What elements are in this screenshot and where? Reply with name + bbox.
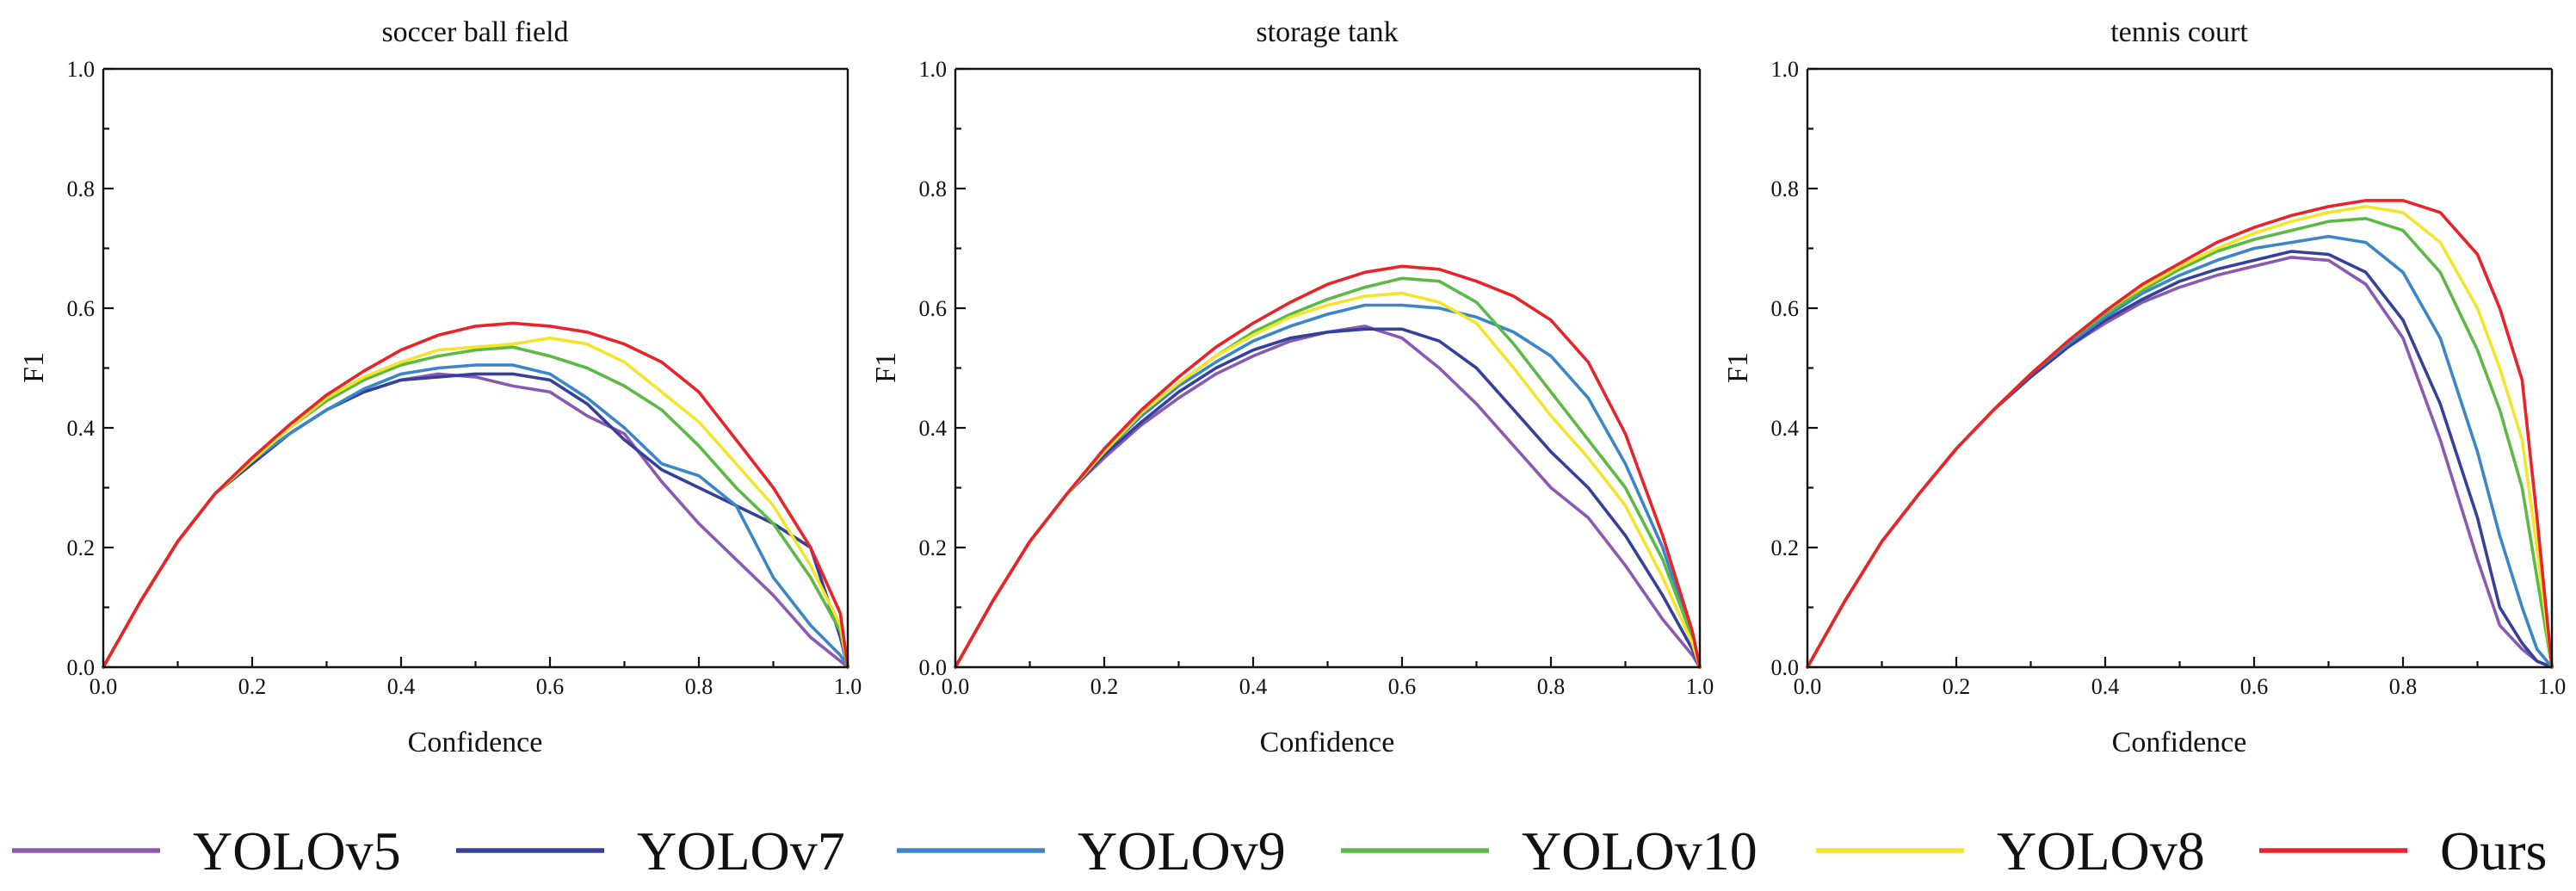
series-line-yolov5 — [1806, 256, 2554, 669]
y-tick-label: 0.2 — [919, 535, 948, 560]
chart-title: tennis court — [2110, 16, 2248, 48]
y-tick-label: 0.8 — [919, 176, 948, 201]
panel-storage-tank: storage tank 0.0 0.2 0.4 0.6 0.8 1.0 0.0 0.2 0.4… — [870, 16, 1714, 758]
x-tick-label: 0.2 — [238, 674, 267, 699]
chart-title: soccer ball field — [381, 16, 568, 48]
y-tick-label: 0.6 — [919, 296, 948, 321]
x-tick-label: 0.6 — [2240, 674, 2269, 699]
y-tick-label: 0.0 — [919, 655, 948, 680]
legend-label-yolov7: YOLOv7 — [637, 820, 845, 882]
legend-label-ours: Ours — [2440, 820, 2547, 882]
series-layer — [1806, 199, 2554, 669]
y-tick-label: 0.4 — [919, 416, 948, 441]
x-tick-label: 1.0 — [834, 674, 862, 699]
series-line-ours — [954, 264, 1702, 669]
legend-label-yolov10: YOLOv10 — [1522, 820, 1757, 882]
x-tick-label: 0.4 — [387, 674, 416, 699]
x-axis-label: Confidence — [1260, 727, 1395, 758]
y-tick-label: 0.4 — [1771, 416, 1800, 441]
series-line-yolov7 — [1806, 250, 2554, 669]
x-tick-label: 0.6 — [536, 674, 565, 699]
series-line-yolov9 — [1806, 234, 2554, 669]
x-axis-label: Confidence — [2112, 727, 2247, 758]
series-line-yolov5 — [102, 372, 849, 669]
x-tick-label: 0.0 — [942, 674, 970, 699]
y-axis-label: F1 — [870, 352, 902, 383]
y-tick-label: 1.0 — [919, 57, 948, 82]
x-tick-label: 0.8 — [1537, 674, 1566, 699]
x-tick-label: 0.2 — [1090, 674, 1119, 699]
series-line-yolov7 — [954, 327, 1702, 669]
ticks: 0.0 0.2 0.4 0.6 0.8 1.0 0.0 0.2 0.4 0.6 0.8 1.0 — [1771, 57, 2567, 699]
x-tick-label: 0.2 — [1943, 674, 1971, 699]
x-tick-label: 1.0 — [1686, 674, 1714, 699]
panel-soccer-ball-field: soccer ball field 0.0 0.2 0.4 0.6 0.8 1.00.00… — [18, 16, 862, 758]
series-line-yolov7 — [102, 372, 849, 669]
y-tick-label: 0.6 — [67, 296, 96, 321]
series-line-ours — [102, 321, 849, 669]
y-tick-label: 0.8 — [67, 176, 96, 201]
legend-label-yolov5: YOLOv5 — [193, 820, 401, 882]
y-tick-label: 0.6 — [1771, 296, 1800, 321]
x-tick-label: 1.0 — [2538, 674, 2567, 699]
x-tick-label: 0.4 — [1239, 674, 1268, 699]
x-tick-label: 0.0 — [1794, 674, 1822, 699]
y-tick-label: 0.2 — [67, 535, 96, 560]
series-line-yolov8 — [102, 336, 849, 669]
axis-frame — [1806, 67, 2554, 669]
axis-frame — [954, 67, 1702, 669]
x-tick-label: 0.0 — [90, 674, 118, 699]
series-line-ours — [1806, 199, 2554, 669]
panel-tennis-court: tennis court 0.0 0.2 0.4 0.6 0.8 1.0 0.0 0.2 0.4… — [1722, 16, 2566, 758]
ticks: 0.0 0.2 0.4 0.6 0.8 1.0 0.0 0.2 0.4 0.6 0.8 1.0 — [919, 57, 1714, 699]
y-tick-label: 1.0 — [1771, 57, 1800, 82]
chart-title: storage tank — [1256, 16, 1398, 48]
series-line-yolov9 — [102, 363, 849, 669]
series-layer — [954, 264, 1702, 669]
y-tick-label: 0.2 — [1771, 535, 1800, 560]
y-axis-label: F1 — [18, 352, 50, 383]
axis-frame — [102, 67, 849, 669]
y-tick-label: 0.0 — [1771, 655, 1800, 680]
legend: YOLOv5 YOLOv7 YOLOv9 YOLOv10 YOLOv8 Ours — [12, 820, 2547, 882]
series-line-yolov8 — [954, 291, 1702, 669]
y-tick-label: 0.8 — [1771, 176, 1800, 201]
legend-label-yolov8: YOLOv8 — [1997, 820, 2205, 882]
legend-label-yolov9: YOLOv9 — [1078, 820, 1286, 882]
y-tick-label: 1.0 — [67, 57, 96, 82]
y-axis-label: F1 — [1722, 352, 1754, 383]
ticks: 0.0 0.2 0.4 0.6 0.8 1.0 0.0 0.2 0.4 0.6 0.8 1.0 — [67, 57, 862, 699]
x-tick-label: 0.8 — [685, 674, 713, 699]
x-tick-label: 0.6 — [1388, 674, 1417, 699]
series-line-yolov10 — [954, 276, 1702, 669]
x-axis-label: Confidence — [408, 727, 543, 758]
x-tick-label: 0.4 — [2091, 674, 2120, 699]
series-line-yolov5 — [954, 325, 1702, 669]
x-tick-label: 0.8 — [2389, 674, 2418, 699]
y-tick-label: 0.4 — [67, 416, 96, 441]
y-tick-label: 0.0 — [67, 655, 96, 680]
series-layer — [102, 321, 849, 669]
